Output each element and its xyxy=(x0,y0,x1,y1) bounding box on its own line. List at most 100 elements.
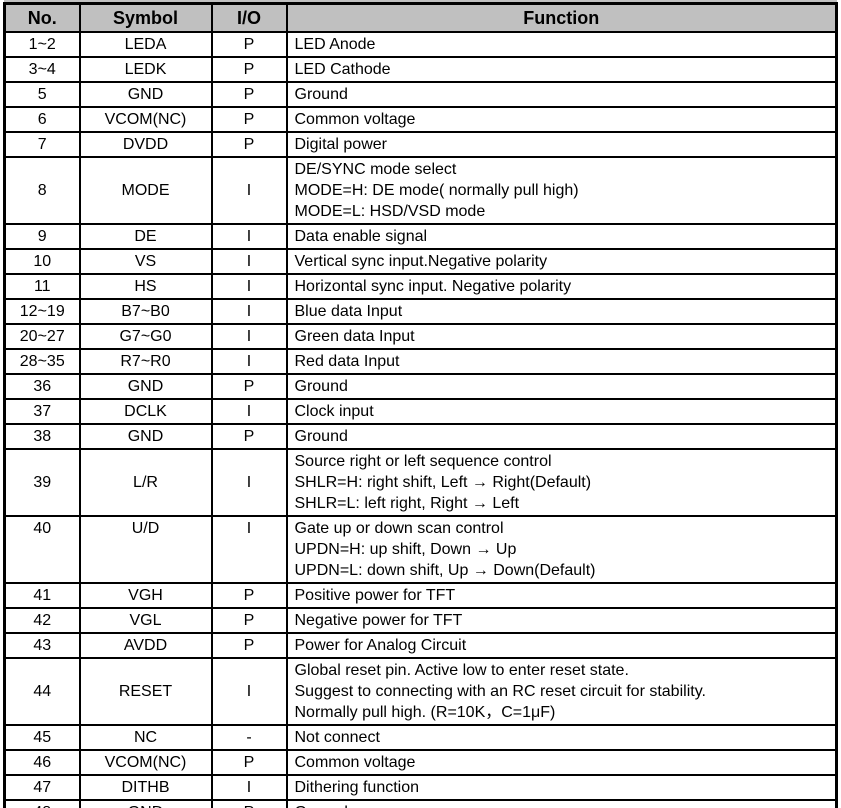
function-line: Negative power for TFT xyxy=(294,612,463,629)
cell-pin-number: 47 xyxy=(3,774,81,801)
function-line: SHLR=H: right shift, Left → Right(Defaul… xyxy=(294,474,592,491)
function-line: UPDN=H: up shift, Down → Up xyxy=(294,541,517,558)
function-line: Green data Input xyxy=(294,328,415,345)
table-row: 37 DCLK I Clock input xyxy=(3,398,838,425)
function-line: DE/SYNC mode select xyxy=(294,161,457,178)
cell-function: DE/SYNC mode select MODE=H: DE mode( norm… xyxy=(285,156,838,225)
cell-function: Red data Input xyxy=(285,348,838,375)
cell-function: Vertical sync input.Negative polarity xyxy=(285,248,838,275)
cell-symbol: LEDK xyxy=(78,56,213,83)
cell-symbol: VGH xyxy=(78,582,213,609)
cell-pin-number: 36 xyxy=(3,373,81,400)
function-line: Common voltage xyxy=(294,754,416,771)
function-line: Digital power xyxy=(294,136,387,153)
cell-function: Power for Analog Circuit xyxy=(285,632,838,659)
function-line: Ground xyxy=(295,802,834,808)
cell-function: Blue data Input xyxy=(285,298,838,325)
cell-io: P xyxy=(210,799,288,808)
table-row: 28~35 R7~R0 I Red data Input xyxy=(3,348,838,375)
pin-description-table: No. Symbol I/O Function 1~2 LEDA P LED Anod… xyxy=(3,2,838,808)
cell-symbol: G7~G0 xyxy=(78,323,213,350)
header-io: I/O xyxy=(210,2,288,33)
table-row: 44 RESET I Global reset pin. Active low to … xyxy=(3,657,838,726)
cell-function: Common voltage xyxy=(285,106,838,133)
cell-symbol: HS xyxy=(78,273,213,300)
cell-io: P xyxy=(210,607,288,634)
table-row: 40 U/D I Gate up or down scan control UPDN=H… xyxy=(3,515,838,584)
cell-function: Green data Input xyxy=(285,323,838,350)
function-line: MODE=H: DE mode( normally pull high) xyxy=(294,182,579,199)
cell-function: Horizontal sync input. Negative polarity xyxy=(285,273,838,300)
cell-io: P xyxy=(210,632,288,659)
table-row: 46 VCOM(NC) P Common voltage xyxy=(3,749,838,776)
cell-pin-number: 40 xyxy=(3,515,81,584)
cell-io: P xyxy=(210,423,288,450)
cell-pin-number: 48 xyxy=(3,799,81,808)
cell-symbol: GND xyxy=(78,81,213,108)
function-line: LED Anode xyxy=(294,36,376,53)
cell-pin-number: 43 xyxy=(3,632,81,659)
function-line: Positive power for TFT xyxy=(294,587,456,604)
table-row: 41 VGH P Positive power for TFT xyxy=(3,582,838,609)
cell-symbol: VCOM(NC) xyxy=(78,106,213,133)
table-row: 7 DVDD P Digital power xyxy=(3,131,838,158)
table-row: 10 VS I Vertical sync input.Negative polari… xyxy=(3,248,838,275)
cell-symbol: L/R xyxy=(78,448,213,517)
cell-io: P xyxy=(210,56,288,83)
cell-pin-number: 46 xyxy=(3,749,81,776)
cell-io: I xyxy=(210,156,288,225)
cell-function: Ground xyxy=(285,423,838,450)
cell-function: Source right or left sequence control SHL… xyxy=(285,448,838,517)
cell-io: P xyxy=(210,373,288,400)
table-row: 12~19 B7~B0 I Blue data Input xyxy=(3,298,838,325)
table-row: 9 DE I Data enable signal xyxy=(3,223,838,250)
cell-function: Clock input xyxy=(285,398,838,425)
cell-io: - xyxy=(210,724,288,751)
cell-symbol: AVDD xyxy=(78,632,213,659)
cell-pin-number: 37 xyxy=(3,398,81,425)
function-line: Power for Analog Circuit xyxy=(294,637,467,654)
cell-io: P xyxy=(210,31,288,58)
cell-symbol: GND xyxy=(78,799,213,808)
header-row: No. Symbol I/O Function xyxy=(3,2,838,33)
cell-pin-number: 5 xyxy=(3,81,81,108)
cell-pin-number: 7 xyxy=(3,131,81,158)
function-line: UPDN=L: down shift, Up → Down(Default) xyxy=(294,562,596,579)
function-line: Ground xyxy=(294,86,348,103)
cell-pin-number: 1~2 xyxy=(3,31,81,58)
cell-pin-number: 41 xyxy=(3,582,81,609)
function-line: Ground xyxy=(294,378,348,395)
cell-symbol: GND xyxy=(78,373,213,400)
cell-io: P xyxy=(210,81,288,108)
function-line: Vertical sync input.Negative polarity xyxy=(294,253,548,270)
cell-symbol: VCOM(NC) xyxy=(78,749,213,776)
table-row: 11 HS I Horizontal sync input. Negative pol… xyxy=(3,273,838,300)
cell-pin-number: 42 xyxy=(3,607,81,634)
cell-pin-number: 10 xyxy=(3,248,81,275)
cell-symbol: U/D xyxy=(78,515,213,584)
cell-symbol: NC xyxy=(78,724,213,751)
table-body: 1~2 LEDA P LED Anode 3~4 LEDK P LED Cathode 5 GND… xyxy=(3,31,838,808)
cell-function: Dithering function xyxy=(285,774,838,801)
table-header: No. Symbol I/O Function xyxy=(3,2,838,33)
cell-function: Not connect xyxy=(285,724,838,751)
cell-symbol: VGL xyxy=(78,607,213,634)
function-line: Suggest to connecting with an RC reset c… xyxy=(294,683,706,700)
cell-io: I xyxy=(210,398,288,425)
cell-pin-number: 11 xyxy=(3,273,81,300)
function-line: LED Cathode xyxy=(294,61,391,78)
cell-pin-number: 45 xyxy=(3,724,81,751)
table-row: 3~4 LEDK P LED Cathode xyxy=(3,56,838,83)
function-line: Dithering function xyxy=(294,779,420,796)
table-row: 48GNDP Ground xyxy=(3,799,838,808)
cell-io: I xyxy=(210,273,288,300)
cell-function: Global reset pin. Active low to enter re… xyxy=(285,657,838,726)
function-line: MODE=L: HSD/VSD mode xyxy=(294,203,486,220)
cell-symbol: RESET xyxy=(78,657,213,726)
cell-symbol: DE xyxy=(78,223,213,250)
cell-pin-number: 44 xyxy=(3,657,81,726)
header-no: No. xyxy=(3,2,81,33)
cell-function: LED Cathode xyxy=(285,56,838,83)
cell-symbol: R7~R0 xyxy=(78,348,213,375)
